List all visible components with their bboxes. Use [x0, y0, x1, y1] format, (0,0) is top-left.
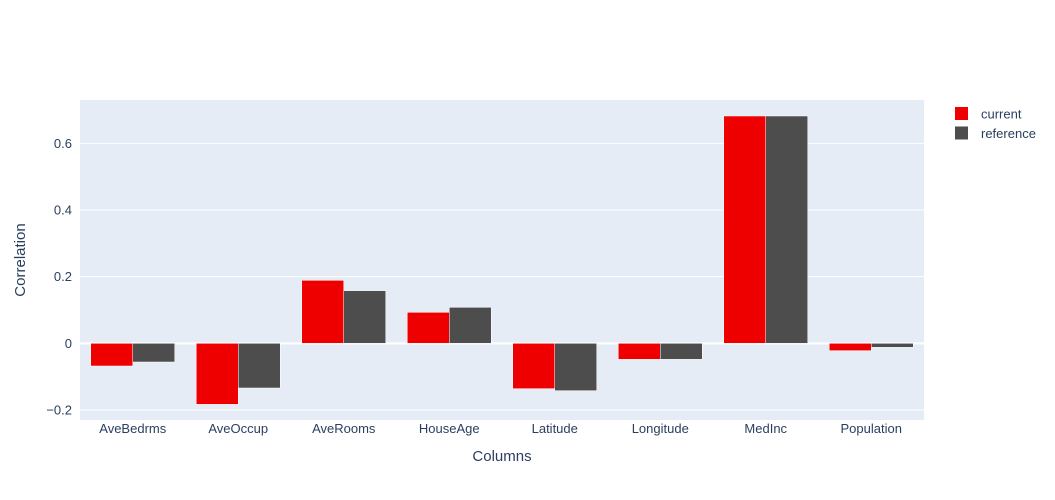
bar-current-averooms[interactable]: [301, 280, 344, 344]
bar-reference-averooms[interactable]: [343, 290, 386, 344]
legend-label: reference: [981, 126, 1036, 141]
x-tick-label: MedInc: [744, 421, 787, 436]
legend-swatch: [955, 107, 968, 120]
x-tick-label: Longitude: [632, 421, 689, 436]
bar-reference-population[interactable]: [871, 343, 914, 348]
x-tick-label: Population: [841, 421, 902, 436]
bar-current-avebedrms[interactable]: [90, 343, 133, 367]
bar-current-aveoccup[interactable]: [196, 343, 239, 405]
x-axis-ticks: AveBedrms AveOccup AveRooms HouseAge Latitud…: [99, 421, 902, 436]
legend-swatch: [955, 126, 968, 140]
y-tick-label: 0: [65, 336, 72, 351]
x-axis-title: Columns: [472, 448, 531, 465]
bars: [90, 115, 914, 405]
y-axis-title: Correlation: [12, 223, 29, 296]
bar-current-latitude[interactable]: [512, 343, 555, 389]
bar-reference-houseage[interactable]: [449, 307, 492, 344]
y-tick-label: 0.6: [54, 136, 72, 151]
x-tick-label: HouseAge: [419, 421, 480, 436]
y-tick-label: 0.2: [54, 269, 72, 284]
y-axis-ticks: −0.2 0 0.2 0.4 0.6: [46, 136, 72, 418]
bar-current-medinc[interactable]: [723, 115, 766, 344]
legend-item-reference[interactable]: reference: [955, 126, 1036, 141]
legend-label: current: [981, 107, 1022, 122]
bar-current-houseage[interactable]: [407, 312, 450, 344]
bar-reference-longitude[interactable]: [660, 343, 703, 360]
bar-reference-medinc[interactable]: [765, 115, 808, 344]
bar-reference-latitude[interactable]: [554, 343, 597, 391]
bar-current-population[interactable]: [829, 343, 872, 351]
y-tick-label: 0.4: [54, 203, 72, 218]
bar-reference-avebedrms[interactable]: [132, 343, 175, 363]
x-tick-label: AveOccup: [208, 421, 268, 436]
x-tick-label: AveBedrms: [99, 421, 166, 436]
x-tick-label: AveRooms: [312, 421, 376, 436]
x-tick-label: Latitude: [532, 421, 578, 436]
bar-reference-aveoccup[interactable]: [238, 343, 281, 389]
legend-item-current[interactable]: current: [955, 107, 1022, 122]
y-tick-label: −0.2: [46, 403, 72, 418]
legend[interactable]: current reference: [955, 107, 1036, 142]
bar-current-longitude[interactable]: [618, 343, 661, 360]
